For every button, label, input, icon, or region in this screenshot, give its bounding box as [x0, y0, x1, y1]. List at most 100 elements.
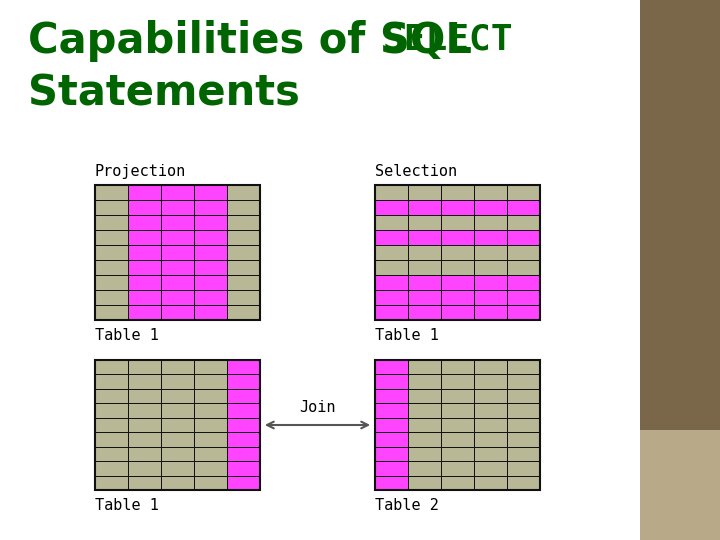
Text: Table 1: Table 1	[375, 328, 439, 343]
Bar	[95, 290, 128, 305]
Bar	[441, 230, 474, 245]
Bar	[375, 275, 408, 290]
Bar	[375, 260, 408, 275]
Bar	[375, 418, 408, 432]
Bar	[441, 432, 474, 447]
Bar	[194, 305, 227, 320]
Bar	[441, 200, 474, 215]
Bar	[227, 418, 260, 432]
Bar	[95, 305, 128, 320]
Bar	[474, 305, 507, 320]
Bar	[227, 245, 260, 260]
Bar	[474, 418, 507, 432]
Bar	[227, 305, 260, 320]
Bar	[227, 432, 260, 447]
Bar	[95, 200, 128, 215]
Bar	[441, 275, 474, 290]
Bar	[408, 260, 441, 275]
Bar	[408, 200, 441, 215]
Bar	[441, 403, 474, 418]
Bar	[474, 461, 507, 476]
Bar	[441, 360, 474, 374]
Bar	[95, 260, 128, 275]
Bar	[128, 260, 161, 275]
Bar	[474, 245, 507, 260]
Bar	[128, 403, 161, 418]
Text: Table 1: Table 1	[95, 328, 159, 343]
Bar	[474, 230, 507, 245]
Bar	[161, 418, 194, 432]
Bar	[408, 215, 441, 230]
Bar	[194, 200, 227, 215]
Bar	[227, 290, 260, 305]
Bar	[474, 389, 507, 403]
Bar	[128, 360, 161, 374]
Bar	[128, 200, 161, 215]
Bar	[161, 200, 194, 215]
Bar	[194, 418, 227, 432]
Bar	[507, 447, 540, 461]
Bar	[227, 360, 260, 374]
Bar	[95, 245, 128, 260]
Bar	[194, 447, 227, 461]
Bar	[194, 245, 227, 260]
Bar	[507, 200, 540, 215]
Bar	[441, 215, 474, 230]
Bar	[128, 374, 161, 389]
Bar	[474, 185, 507, 200]
Bar	[95, 360, 128, 374]
Bar	[128, 215, 161, 230]
Bar	[507, 418, 540, 432]
Bar	[161, 230, 194, 245]
Bar	[375, 360, 408, 374]
Bar	[227, 215, 260, 230]
Bar	[408, 476, 441, 490]
Bar	[375, 305, 408, 320]
Bar	[128, 230, 161, 245]
Bar	[375, 290, 408, 305]
Bar	[95, 447, 128, 461]
Bar	[408, 432, 441, 447]
Bar	[441, 389, 474, 403]
Bar	[95, 185, 128, 200]
Bar	[161, 215, 194, 230]
Bar	[507, 185, 540, 200]
Bar	[507, 245, 540, 260]
Bar	[375, 185, 540, 320]
Bar	[375, 215, 408, 230]
Bar	[128, 275, 161, 290]
Bar	[194, 230, 227, 245]
Bar	[408, 275, 441, 290]
Bar	[194, 476, 227, 490]
Bar	[95, 403, 128, 418]
Bar	[128, 447, 161, 461]
Bar	[408, 389, 441, 403]
Bar	[474, 432, 507, 447]
Bar	[441, 447, 474, 461]
Bar	[507, 275, 540, 290]
Bar	[507, 215, 540, 230]
Bar	[227, 275, 260, 290]
Bar	[375, 374, 408, 389]
Bar	[507, 476, 540, 490]
Bar	[161, 185, 194, 200]
Bar	[441, 305, 474, 320]
Bar	[507, 305, 540, 320]
Bar	[408, 374, 441, 389]
Bar	[375, 447, 408, 461]
Bar	[474, 215, 507, 230]
Bar	[161, 476, 194, 490]
Bar	[194, 215, 227, 230]
Bar	[507, 230, 540, 245]
Bar	[507, 403, 540, 418]
Bar	[194, 374, 227, 389]
Bar	[375, 476, 408, 490]
Bar	[227, 389, 260, 403]
Bar	[408, 290, 441, 305]
Bar	[95, 215, 128, 230]
Bar	[375, 461, 408, 476]
Bar	[441, 476, 474, 490]
Bar	[128, 432, 161, 447]
Bar	[194, 360, 227, 374]
Bar	[408, 245, 441, 260]
